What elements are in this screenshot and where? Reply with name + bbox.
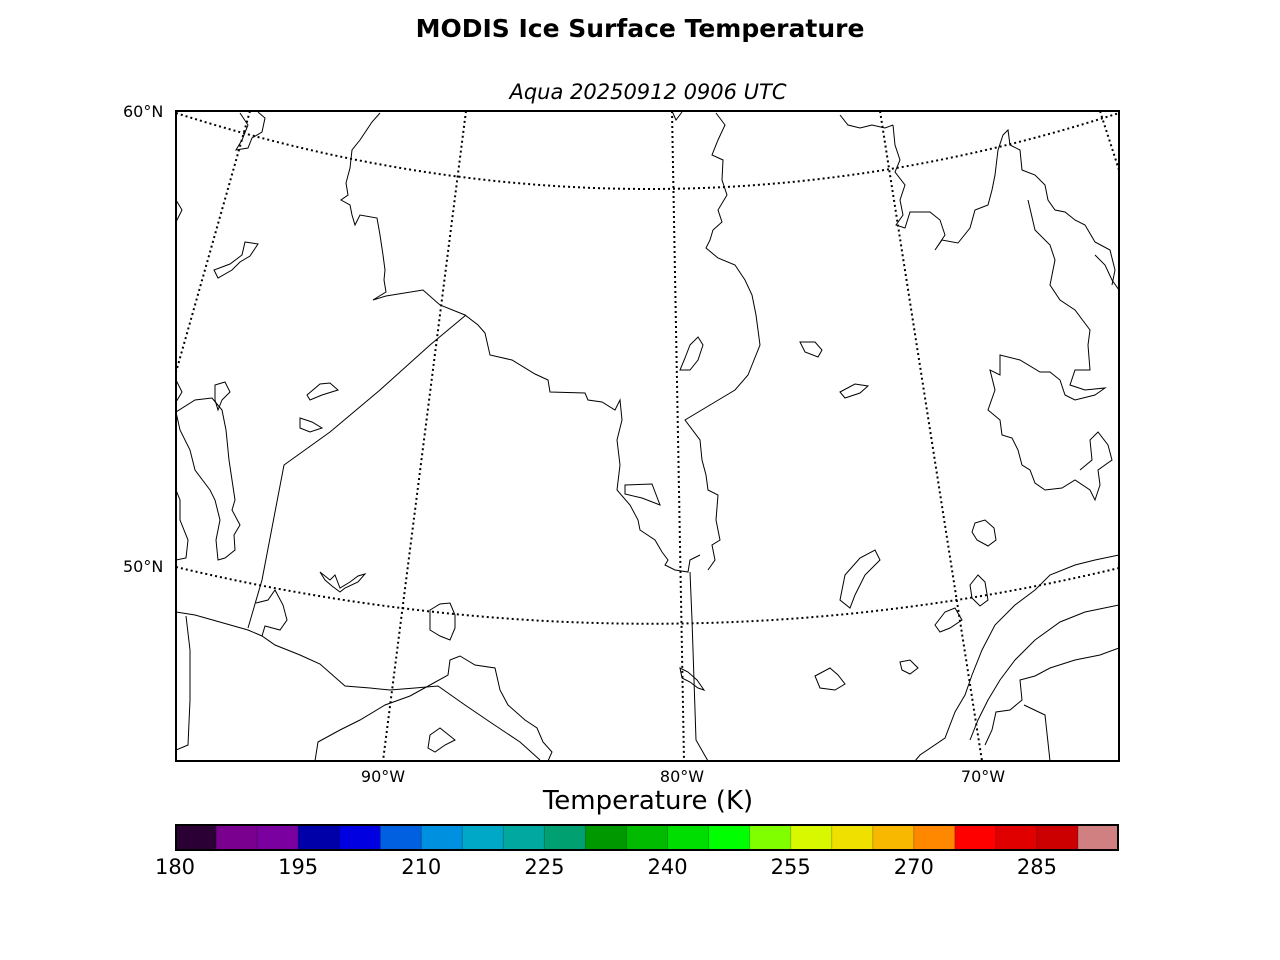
lon-label-70w: 70°W xyxy=(960,767,1006,786)
lon-label-80w: 80°W xyxy=(659,767,705,786)
border-us-east xyxy=(914,554,1119,761)
colorbar-segment xyxy=(544,824,586,851)
lake-nipigon xyxy=(319,571,367,593)
coastline-w xyxy=(176,199,183,223)
chart-subtitle: Aqua 20250912 0906 UTC xyxy=(509,80,787,104)
colorbar-tick-label: 285 xyxy=(1016,855,1057,879)
colorbar-segment xyxy=(1077,824,1119,851)
colorbar-segment xyxy=(585,824,627,851)
colorbar-title: Temperature (K) xyxy=(542,786,754,816)
lake-7 xyxy=(799,341,823,358)
lake-1 xyxy=(213,241,259,279)
colorbar-border xyxy=(175,824,1119,851)
lake-winnipeg xyxy=(176,397,241,561)
coastline-ne xyxy=(1094,254,1119,291)
colorbar-segment xyxy=(749,824,792,851)
lake-3 xyxy=(306,382,340,401)
lake-12 xyxy=(969,574,989,607)
colorbar-segment xyxy=(380,824,422,851)
colorbar-segment xyxy=(462,824,504,851)
colorbar-segment xyxy=(954,824,997,851)
coastline-hudson-east xyxy=(684,112,761,571)
border-mb-on xyxy=(247,314,467,629)
lake-superior xyxy=(314,655,553,761)
chart-title: MODIS Ice Surface Temperature xyxy=(415,14,865,43)
lake-2 xyxy=(214,381,231,412)
colorbar-tick-label: 195 xyxy=(278,855,319,879)
colorbar-segment xyxy=(339,824,381,851)
border-nb xyxy=(1023,704,1051,761)
lake-4 xyxy=(299,417,324,433)
coastline-quebec-wcoast xyxy=(671,111,683,121)
coastline-maritimes xyxy=(984,647,1119,746)
parallel-60n xyxy=(176,112,1119,190)
colorbar-segment xyxy=(175,824,217,851)
colorbar-tick-label: 270 xyxy=(893,855,934,879)
lake-mistassini xyxy=(839,549,881,609)
border-on-qc xyxy=(689,571,709,761)
colorbar-tick-label: 225 xyxy=(524,855,565,879)
colorbar-tick-label: 240 xyxy=(647,855,688,879)
lake-9 xyxy=(934,607,963,633)
colorbar-segment xyxy=(503,824,545,851)
colorbar xyxy=(175,824,1119,851)
lake-8 xyxy=(839,383,870,399)
lake-5 xyxy=(429,602,456,641)
lake-11 xyxy=(814,667,846,691)
lake-huron xyxy=(427,727,456,753)
akimiski-island xyxy=(624,483,661,506)
colorbar-segment xyxy=(913,824,956,851)
lake-manitoba xyxy=(176,489,189,561)
coastline-w2 xyxy=(176,379,183,403)
meridian-100w xyxy=(176,111,251,373)
colorbar-segment xyxy=(831,824,874,851)
colorbar-segment xyxy=(667,824,710,851)
coastline-hudson-west xyxy=(340,112,701,573)
coastline-ungava xyxy=(892,124,1116,286)
meridian-80w xyxy=(671,111,685,761)
lon-label-90w: 90°W xyxy=(360,767,406,786)
coastline-labrador xyxy=(987,199,1113,502)
lake-6 xyxy=(679,667,706,691)
colorbar-segment xyxy=(298,824,340,851)
parallel-50n xyxy=(176,566,1119,625)
meridian-70w xyxy=(879,111,983,761)
belcher-islands xyxy=(679,336,704,371)
colorbar-segment xyxy=(1036,824,1079,851)
coastline-sw xyxy=(176,615,191,751)
colorbar-segment xyxy=(421,824,463,851)
colorbar-tick-label: 210 xyxy=(401,855,442,879)
coastline-quebec-north xyxy=(839,114,894,129)
coastline-st-lawrence xyxy=(969,604,1119,741)
colorbar-segment xyxy=(708,824,751,851)
colorbar-tick-label: 255 xyxy=(770,855,811,879)
colorbar-tick-label: 180 xyxy=(154,855,196,879)
colorbar-segment xyxy=(216,824,258,851)
map-frame xyxy=(175,110,1120,762)
lake-10 xyxy=(899,659,919,675)
lat-label-50n: 50°N xyxy=(123,557,164,576)
colorbar-segment xyxy=(790,824,833,851)
colorbar-segment xyxy=(626,824,669,851)
colorbar-segment xyxy=(257,824,299,851)
lake-of-woods xyxy=(255,589,288,637)
colorbar-segment xyxy=(995,824,1038,851)
lat-label-60n: 60°N xyxy=(123,102,164,121)
coastline-nw xyxy=(235,111,266,151)
lake-manicouagan xyxy=(971,519,997,547)
meridian-90w xyxy=(382,111,467,761)
meridian-60w xyxy=(1099,111,1119,171)
border-canada-us xyxy=(176,611,541,761)
colorbar-segment xyxy=(872,824,915,851)
